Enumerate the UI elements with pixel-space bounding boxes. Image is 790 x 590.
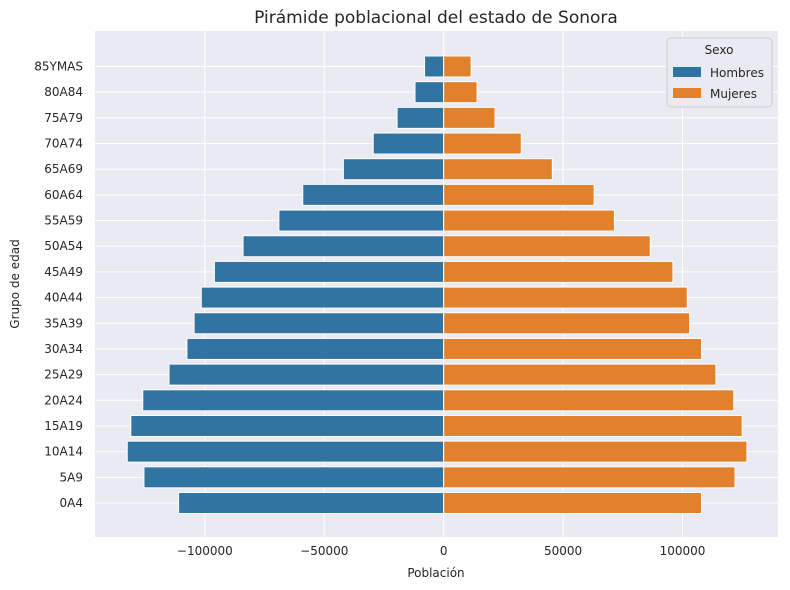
bar-mujeres-65a69 [443,158,553,181]
x-tick-label: −100000 [177,544,233,558]
bar-mujeres-25a29 [443,363,717,386]
bar-mujeres-60a64 [443,183,595,206]
bar-mujeres-20a24 [443,389,735,412]
bar-mujeres-10a14 [443,440,748,463]
bar-hombres-45a49 [213,260,445,283]
bar-mujeres-85ymas [443,55,472,78]
y-tick-label: 70A74 [44,137,83,151]
y-tick-label: 5A9 [60,470,83,484]
y-tick-label: 25A29 [44,368,83,382]
y-tick-label: 20A24 [44,393,83,407]
bar-hombres-35a39 [193,312,445,335]
bar-mujeres-55a59 [443,209,615,232]
bar-mujeres-80a84 [443,81,478,104]
bar-hombres-40a44 [200,286,445,309]
y-tick-label: 55A59 [44,214,83,228]
bar-hombres-75a79 [396,106,445,129]
y-tick-label: 40A44 [44,291,83,305]
y-tick-label: 0A4 [60,496,83,510]
y-axis-label: Grupo de edad [8,239,22,328]
legend-swatch-mujeres [673,88,701,98]
legend-title: Sexo [705,43,734,57]
x-tick-labels: −100000 −50000 0 50000 100000 [177,544,705,558]
x-tick-label: 50000 [544,544,582,558]
bar-mujeres-50a54 [443,235,651,258]
bar-hombres-0a4 [178,492,445,514]
bar-hombres-55a59 [278,209,445,232]
bar-hombres-10a14 [126,440,445,463]
legend-swatch-hombres [673,67,701,77]
bar-hombres-30a34 [186,337,445,360]
legend: Sexo Hombres Mujeres [666,37,773,108]
bar-mujeres-40a44 [443,286,688,309]
y-tick-label: 30A34 [44,342,83,356]
bar-mujeres-70a74 [443,132,522,155]
x-axis-label: Población [407,566,464,580]
bar-hombres-85ymas [424,55,445,78]
bar-mujeres-0a4 [443,492,703,514]
y-tick-label: 35A39 [44,316,83,330]
x-tick-label: 0 [440,544,448,558]
bar-mujeres-30a34 [443,337,703,360]
y-tick-label: 65A69 [44,162,83,176]
y-tick-labels: 0A4 5A9 10A14 15A19 20A24 25A29 30A34 35A39 40A4… [34,60,83,511]
bar-mujeres-45a49 [443,260,674,283]
bar-mujeres-15a19 [443,414,743,437]
y-tick-label: 85YMAS [34,60,83,74]
y-tick-label: 60A64 [44,188,83,202]
bar-hombres-15a19 [130,414,445,437]
bars [126,55,748,514]
bar-mujeres-75a79 [443,106,496,129]
y-tick-label: 15A19 [44,419,83,433]
y-tick-label: 50A54 [44,239,83,253]
bar-hombres-80a84 [414,81,445,104]
bar-hombres-70a74 [372,132,445,155]
bar-hombres-20a24 [142,389,445,412]
chart-title: Pirámide poblacional del estado de Sonor… [254,8,618,28]
bar-hombres-60a64 [302,183,445,206]
bar-hombres-65a69 [342,158,445,181]
y-tick-label: 10A14 [44,445,83,459]
bar-hombres-5a9 [143,466,445,489]
y-tick-label: 75A79 [44,111,83,125]
bar-hombres-50a54 [242,235,445,258]
y-tick-label: 80A84 [44,85,83,99]
bar-mujeres-5a9 [443,466,736,489]
y-tick-label: 45A49 [44,265,83,279]
x-tick-label: −50000 [300,544,348,558]
legend-label-hombres: Hombres [710,66,764,80]
bar-hombres-25a29 [168,363,445,386]
x-tick-label: 100000 [660,544,706,558]
bar-mujeres-35a39 [443,312,691,335]
legend-label-mujeres: Mujeres [710,87,757,101]
